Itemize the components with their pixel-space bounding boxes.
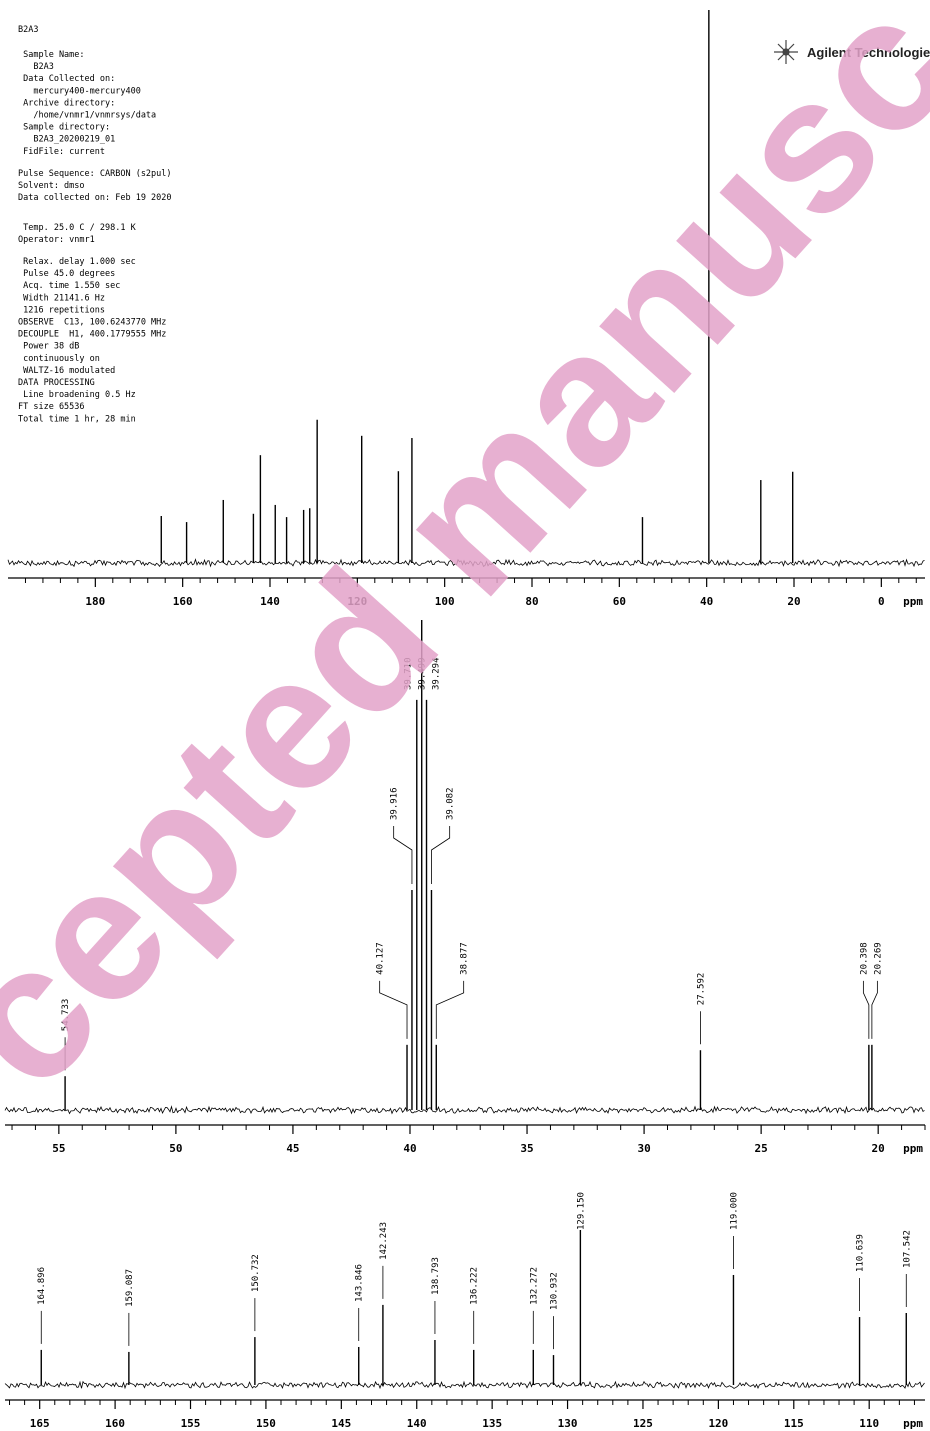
x-tick-label: 115 [784, 1417, 804, 1430]
x-tick-label: 140 [407, 1417, 427, 1430]
peak-label: 40.127 [376, 942, 386, 975]
x-tick-label: 130 [558, 1417, 578, 1430]
parameter-line: B2A3 [18, 62, 54, 72]
x-tick-label: 165 [30, 1417, 50, 1430]
x-axis-label: ppm [903, 1417, 923, 1430]
x-tick-label: 35 [520, 1142, 533, 1155]
x-axis-label: ppm [903, 595, 923, 608]
x-tick-label: 25 [755, 1142, 768, 1155]
x-tick-label: 160 [105, 1417, 125, 1430]
peak-label: 164.896 [37, 1267, 47, 1305]
peak-label: 150.732 [251, 1254, 261, 1292]
peak-label: 129.150 [576, 1192, 586, 1230]
logo-icon [774, 40, 798, 64]
parameter-line: B2A3_20200219_01 [18, 135, 115, 145]
peak-label: 39.916 [390, 787, 400, 820]
x-tick-label: 20 [787, 595, 800, 608]
parameter-line: Data collected on: Feb 19 2020 [18, 193, 172, 203]
baseline-noise [4, 1380, 925, 1390]
leader-line [871, 980, 878, 1039]
parameter-line: Total time 1 hr, 28 min [18, 414, 136, 424]
x-tick-label: 180 [85, 595, 105, 608]
x-tick-label: 50 [169, 1142, 182, 1155]
x-tick-label: 100 [435, 595, 455, 608]
x-tick-label: 20 [872, 1142, 885, 1155]
x-tick-label: 160 [173, 595, 193, 608]
parameter-line: Temp. 25.0 C / 298.1 K [18, 223, 137, 233]
parameter-line: Operator: vnmr1 [18, 235, 95, 245]
peak-label: 136.222 [470, 1267, 480, 1305]
parameter-line: Pulse 45.0 degrees [18, 269, 115, 279]
x-tick-label: 30 [637, 1142, 650, 1155]
peak-label: 143.846 [355, 1264, 365, 1302]
parameter-line: mercury400-mercury400 [18, 86, 141, 96]
baseline-noise [7, 558, 925, 568]
peak-label: 54.733 [61, 999, 71, 1032]
leader-line [435, 980, 465, 1039]
parameter-line: Acq. time 1.550 sec [18, 281, 120, 291]
parameter-line: Pulse Sequence: CARBON (s2pul) [18, 169, 172, 179]
x-tick-label: 40 [403, 1142, 416, 1155]
peak-label: 142.243 [379, 1222, 389, 1260]
parameter-line: Power 38 dB [18, 342, 79, 352]
parameter-line: /home/vnmr1/vnmrsys/data [18, 111, 156, 121]
x-tick-label: 135 [482, 1417, 502, 1430]
x-tick-label: 45 [286, 1142, 299, 1155]
leader-line [379, 980, 408, 1039]
x-tick-label: 0 [878, 595, 885, 608]
leader-line [431, 825, 451, 884]
parameter-line: B2A3 [18, 25, 38, 35]
x-tick-label: 155 [181, 1417, 201, 1430]
x-tick-label: 125 [633, 1417, 653, 1430]
parameter-line: Solvent: dmso [18, 181, 85, 191]
peak-label: 20.398 [859, 942, 869, 975]
leader-line [393, 825, 413, 884]
x-tick-label: 110 [859, 1417, 879, 1430]
leader-line [862, 980, 870, 1039]
parameter-line: 1216 repetitions [18, 305, 105, 315]
peak-label: 159.087 [125, 1269, 135, 1307]
parameter-line: Sample directory: [18, 123, 110, 133]
peak-label: 38.877 [460, 942, 470, 975]
parameter-line: WALTZ-16 modulated [18, 366, 115, 376]
peak-label: 107.542 [902, 1230, 912, 1268]
peak-label: 110.639 [856, 1234, 866, 1272]
x-tick-label: 55 [52, 1142, 65, 1155]
x-tick-label: 120 [347, 595, 367, 608]
parameter-line: Line broadening 0.5 Hz [18, 390, 136, 400]
x-tick-label: 40 [700, 595, 713, 608]
x-axis-label: ppm [903, 1142, 923, 1155]
parameter-line: FidFile: current [18, 147, 105, 157]
parameter-line: OBSERVE C13, 100.6243770 MHz [18, 318, 166, 328]
peak-label: 132.272 [529, 1267, 539, 1305]
parameter-line: Archive directory: [18, 98, 115, 108]
peak-label: 130.932 [550, 1272, 560, 1310]
x-tick-label: 140 [260, 595, 280, 608]
parameter-line: Relax. delay 1.000 sec [18, 257, 136, 267]
x-tick-label: 145 [331, 1417, 351, 1430]
peak-label: 39.499 [418, 657, 428, 690]
parameter-line: FT size 65536 [18, 402, 85, 412]
peak-label: 20.269 [873, 942, 883, 975]
x-tick-label: 80 [525, 595, 538, 608]
baseline-noise [4, 1105, 925, 1115]
parameter-line: DATA PROCESSING [18, 378, 95, 388]
peak-label: 39.710 [404, 657, 414, 690]
parameter-line: Width 21141.6 Hz [18, 293, 105, 303]
parameter-line: Data Collected on: [18, 74, 115, 84]
logo-text: Agilent Technologies [807, 45, 930, 60]
x-tick-label: 150 [256, 1417, 276, 1430]
parameter-line: continuously on [18, 354, 100, 364]
peak-label: 119.000 [729, 1192, 739, 1230]
peak-label: 138.793 [431, 1257, 441, 1295]
parameter-line: Sample Name: [18, 50, 85, 60]
peak-label: 39.294 [432, 657, 442, 690]
x-tick-label: 60 [613, 595, 626, 608]
peak-label: 27.592 [696, 973, 706, 1006]
peak-label: 39.082 [446, 787, 456, 820]
parameter-line: DECOUPLE H1, 400.1779555 MHz [18, 330, 166, 340]
x-tick-label: 120 [708, 1417, 728, 1430]
